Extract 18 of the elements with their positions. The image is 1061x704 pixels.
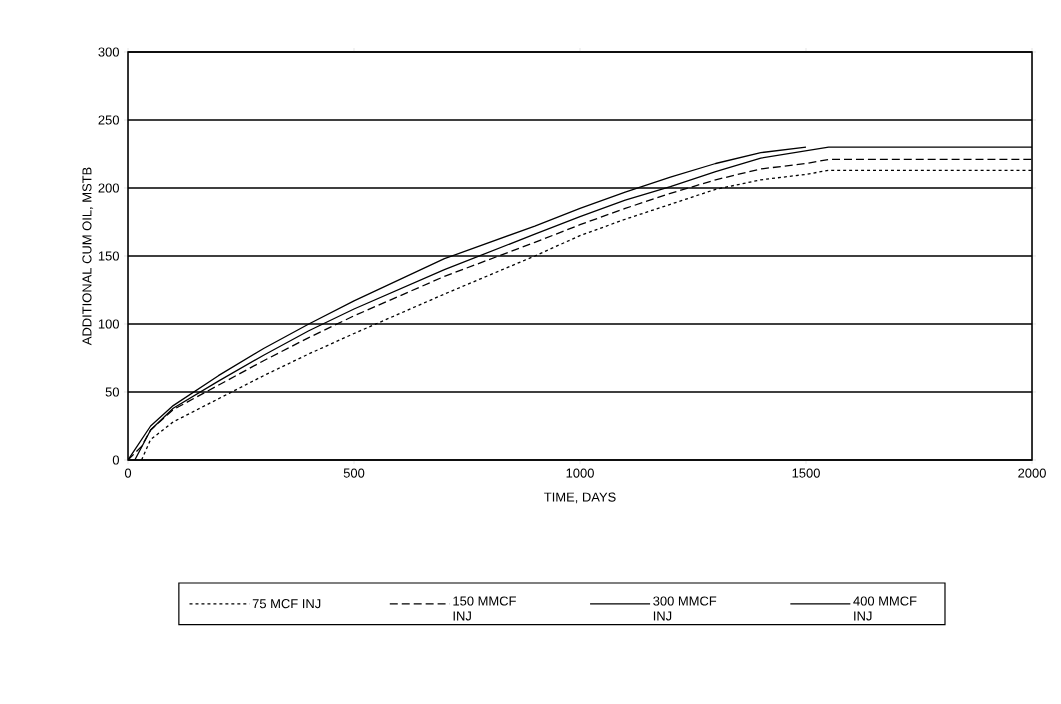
legend-label: 75 MCF INJ: [252, 599, 321, 609]
y-tick-label: 50: [105, 387, 120, 397]
legend-label: 400 MMCF INJ: [853, 596, 917, 621]
y-axis-title: ADDITIONAL CUM OIL, MSTB: [82, 167, 94, 346]
legend-label: 300 MMCF INJ: [653, 596, 717, 621]
y-tick-label: 200: [98, 183, 119, 193]
x-tick-label: 1500: [792, 468, 820, 478]
x-tick-label: 0: [124, 468, 132, 478]
legend-label: 150 MMCF INJ: [453, 596, 516, 621]
x-tick-label: 2000: [1018, 468, 1046, 478]
x-tick-label: 500: [343, 468, 365, 478]
y-tick-label: 150: [98, 251, 119, 261]
y-tick-label: 250: [98, 115, 119, 125]
y-tick-label: 0: [112, 455, 120, 465]
y-tick-label: 300: [98, 47, 119, 57]
y-tick-label: 100: [98, 319, 119, 329]
x-tick-label: 1000: [566, 468, 594, 478]
x-axis-title: TIME, DAYS: [544, 492, 616, 504]
